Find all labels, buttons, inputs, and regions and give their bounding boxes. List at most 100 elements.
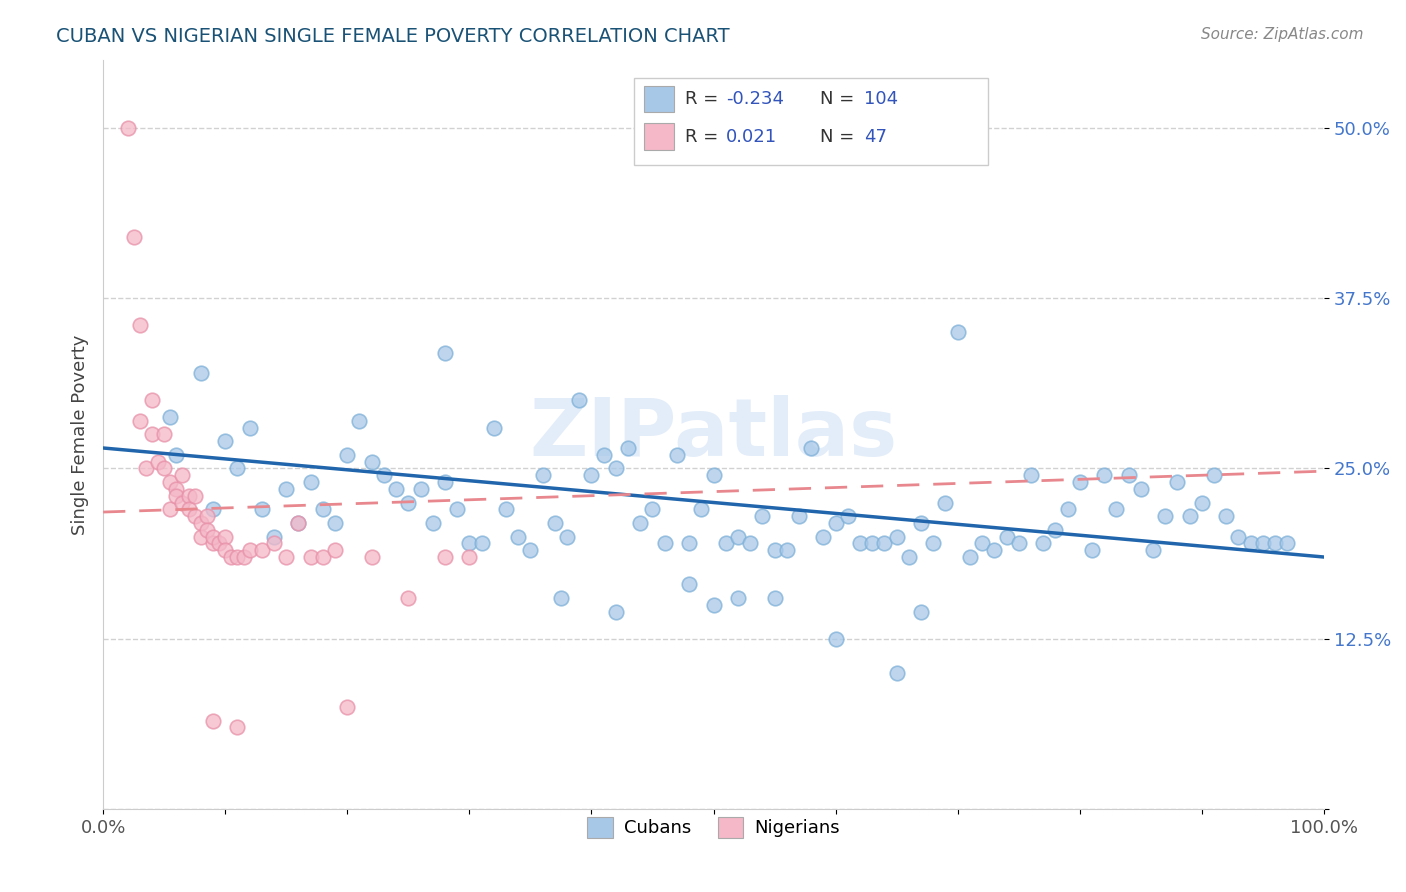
Point: [195, 509, 218, 524]
Point: [201, 714, 224, 728]
Point: [226, 720, 249, 734]
Point: [1215, 509, 1237, 524]
Point: [226, 549, 249, 564]
Point: [323, 516, 346, 530]
Point: [396, 495, 419, 509]
Point: [214, 434, 236, 449]
Point: [922, 536, 945, 550]
Point: [201, 502, 224, 516]
Point: [208, 536, 231, 550]
Point: [1069, 475, 1091, 489]
Text: 47: 47: [863, 128, 887, 145]
Point: [946, 325, 969, 339]
Point: [458, 549, 481, 564]
Point: [312, 502, 335, 516]
Point: [886, 665, 908, 680]
Point: [544, 516, 567, 530]
Point: [373, 468, 395, 483]
Point: [190, 516, 212, 530]
Point: [1142, 543, 1164, 558]
Point: [605, 605, 627, 619]
Text: R =: R =: [686, 90, 724, 108]
Point: [568, 393, 591, 408]
Point: [214, 543, 236, 558]
Point: [860, 536, 883, 550]
Text: N =: N =: [820, 90, 859, 108]
Text: 0.021: 0.021: [725, 128, 778, 145]
Point: [1092, 468, 1115, 483]
Point: [1154, 509, 1177, 524]
Point: [159, 475, 181, 489]
Point: [1118, 468, 1140, 483]
Point: [849, 536, 872, 550]
Point: [1129, 482, 1152, 496]
Point: [702, 468, 724, 483]
Point: [312, 549, 335, 564]
Point: [555, 530, 578, 544]
Point: [581, 468, 603, 483]
Point: [776, 543, 799, 558]
Point: [409, 482, 432, 496]
Point: [141, 393, 163, 408]
Point: [495, 502, 517, 516]
Point: [1166, 475, 1188, 489]
Point: [276, 549, 298, 564]
Point: [1240, 536, 1263, 550]
Point: [239, 543, 262, 558]
Point: [1081, 543, 1104, 558]
Point: [740, 536, 762, 550]
Point: [471, 536, 494, 550]
Point: [763, 543, 786, 558]
Point: [665, 448, 688, 462]
Point: [263, 536, 285, 550]
Point: [1227, 530, 1250, 544]
Point: [592, 448, 614, 462]
Point: [1178, 509, 1201, 524]
Point: [183, 489, 205, 503]
Point: [1277, 536, 1299, 550]
Point: [934, 495, 956, 509]
Point: [727, 591, 749, 605]
Point: [385, 482, 408, 496]
Text: ZIPatlas: ZIPatlas: [530, 395, 897, 474]
Point: [153, 427, 176, 442]
Point: [886, 530, 908, 544]
Point: [159, 409, 181, 424]
Point: [433, 549, 456, 564]
Point: [641, 502, 664, 516]
Point: [605, 461, 627, 475]
Point: [276, 482, 298, 496]
Point: [1045, 523, 1067, 537]
Point: [1105, 502, 1128, 516]
Point: [628, 516, 651, 530]
Point: [221, 549, 243, 564]
Point: [177, 489, 200, 503]
Point: [190, 530, 212, 544]
Point: [678, 577, 700, 591]
Point: [165, 489, 187, 503]
Point: [360, 455, 382, 469]
Text: R =: R =: [686, 128, 730, 145]
Point: [763, 591, 786, 605]
Point: [172, 495, 194, 509]
Text: 104: 104: [863, 90, 898, 108]
Point: [177, 502, 200, 516]
Point: [201, 536, 224, 550]
Point: [323, 543, 346, 558]
Point: [824, 516, 846, 530]
Point: [250, 502, 273, 516]
Point: [336, 700, 359, 714]
Text: Source: ZipAtlas.com: Source: ZipAtlas.com: [1201, 27, 1364, 42]
Point: [360, 549, 382, 564]
Point: [299, 475, 322, 489]
Point: [349, 414, 371, 428]
Point: [617, 441, 640, 455]
Point: [287, 516, 309, 530]
Point: [678, 536, 700, 550]
Point: [1008, 536, 1031, 550]
Point: [117, 120, 139, 135]
Point: [714, 536, 737, 550]
FancyBboxPatch shape: [644, 86, 675, 112]
FancyBboxPatch shape: [644, 123, 675, 150]
Point: [159, 502, 181, 516]
